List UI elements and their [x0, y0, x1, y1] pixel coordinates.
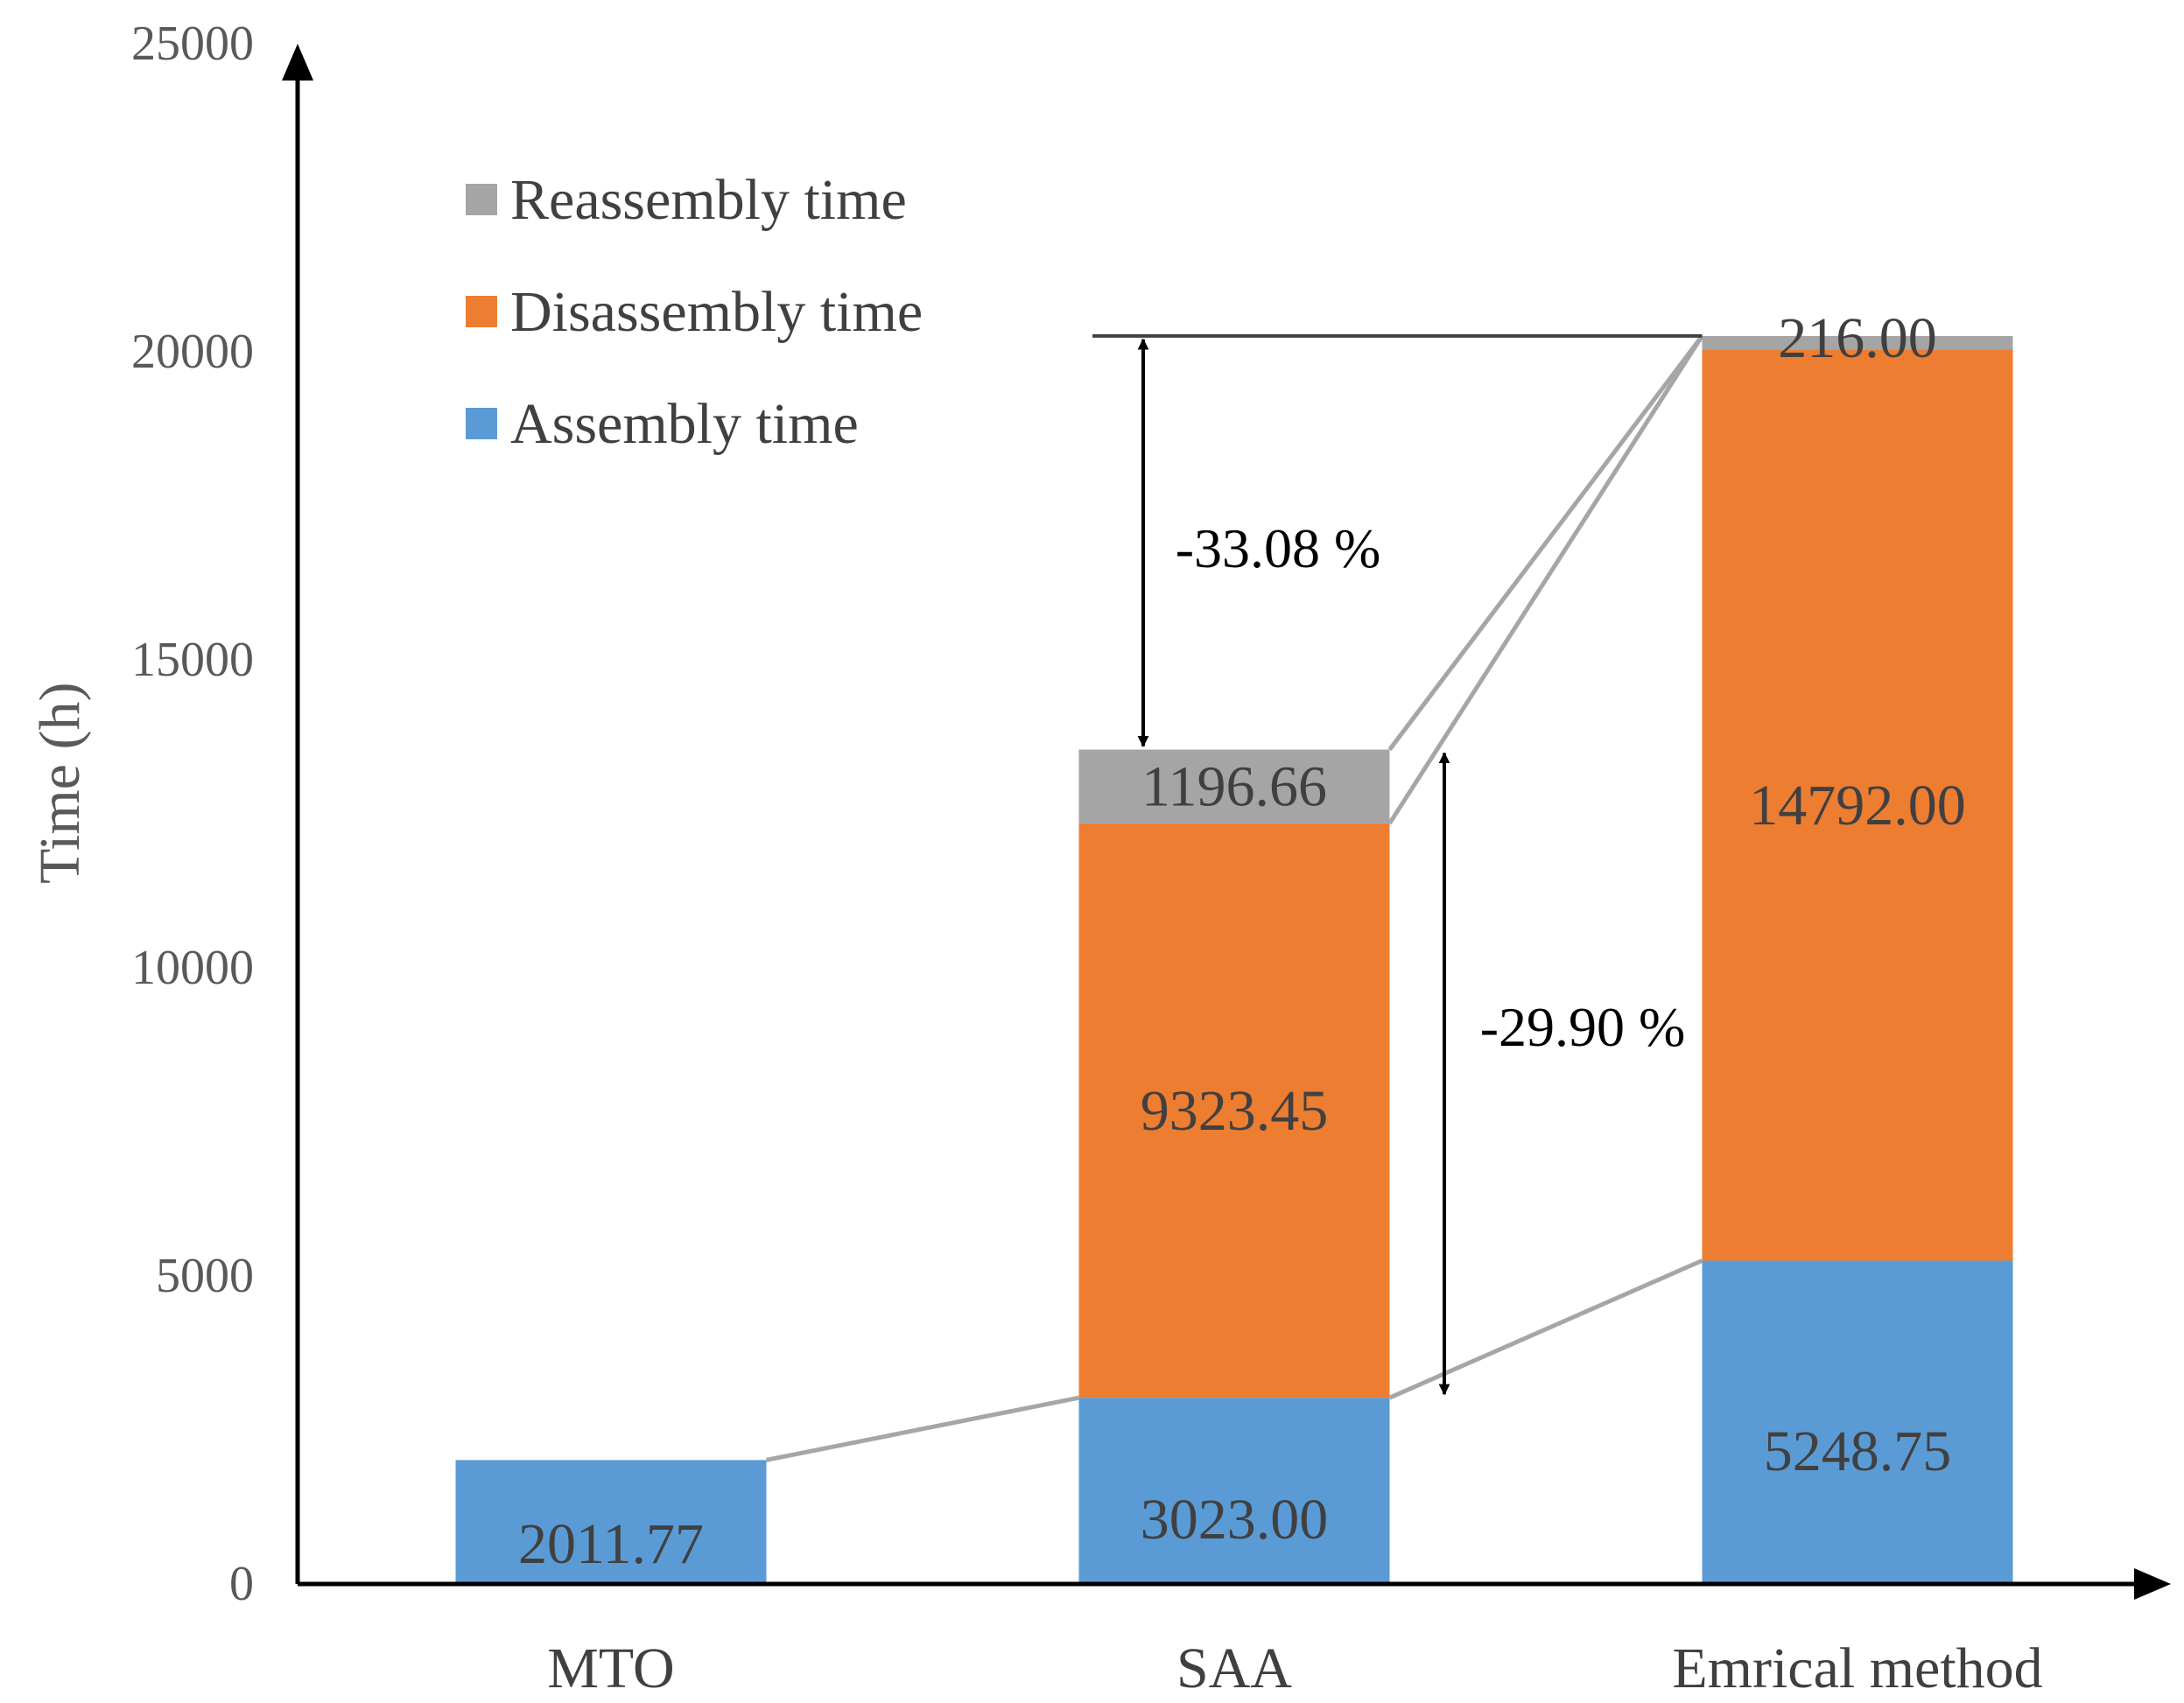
axes	[282, 44, 2171, 1600]
bar-assembly-time	[1702, 1260, 2013, 1584]
y-tick-label: 10000	[131, 941, 254, 995]
data-label: 216.00	[1778, 306, 1937, 370]
bar-reassembly-time	[1702, 335, 2013, 350]
connector-line	[1387, 334, 1704, 752]
y-tick-label: 25000	[131, 17, 254, 71]
legend-swatch	[466, 408, 497, 439]
data-label: 5248.75	[1764, 1419, 1952, 1483]
legend-label: Disassembly time	[510, 280, 923, 344]
bars	[455, 335, 2013, 1584]
y-axis-title: Time (h)	[28, 683, 92, 884]
y-tick-label: 5000	[156, 1249, 254, 1303]
x-category-label: Emrical method	[1672, 1636, 2042, 1700]
category-labels: MTO SAA Emrical method	[547, 1636, 2042, 1700]
annotations: -33.08 % -29.90 %	[1092, 333, 1703, 1396]
legend-swatch	[466, 184, 497, 215]
legend-swatch	[466, 296, 497, 327]
percent-change-label: -29.90 %	[1480, 996, 1686, 1058]
connector-line	[766, 1395, 1079, 1462]
connector-line	[1388, 1258, 1703, 1400]
legend-label: Reassembly time	[510, 168, 907, 232]
bar-disassembly-time	[1702, 349, 2013, 1261]
y-tick-label: 15000	[131, 633, 254, 687]
data-label: 1196.66	[1141, 755, 1327, 819]
data-label: 3023.00	[1141, 1488, 1329, 1552]
data-label: 9323.45	[1141, 1079, 1329, 1143]
bar-assembly-time	[1078, 1398, 1390, 1584]
y-tick-label: 20000	[131, 325, 254, 379]
bar-reassembly-time	[1078, 749, 1390, 823]
connector-line	[1387, 334, 1704, 825]
x-axis-arrow	[2134, 1568, 2171, 1600]
legend: Reassembly time Disassembly time Assembly …	[466, 168, 923, 456]
legend-label: Assembly time	[510, 392, 859, 456]
data-label: 14792.00	[1749, 774, 1966, 837]
data-labels: 2011.77 3023.00 9323.45 1196.66 5248.75 14792…	[518, 306, 1966, 1576]
y-tick-labels: 0 5000 10000 15000 20000 25000	[131, 17, 254, 1611]
y-axis-arrow	[282, 44, 313, 81]
percent-change-label: -33.08 %	[1176, 517, 1381, 579]
x-category-label: MTO	[547, 1636, 674, 1700]
x-category-label: SAA	[1176, 1636, 1292, 1700]
y-tick-label: 0	[229, 1557, 254, 1611]
bar-disassembly-time	[1078, 823, 1390, 1398]
bar-assembly-time	[455, 1460, 767, 1584]
data-label: 2011.77	[518, 1512, 704, 1576]
